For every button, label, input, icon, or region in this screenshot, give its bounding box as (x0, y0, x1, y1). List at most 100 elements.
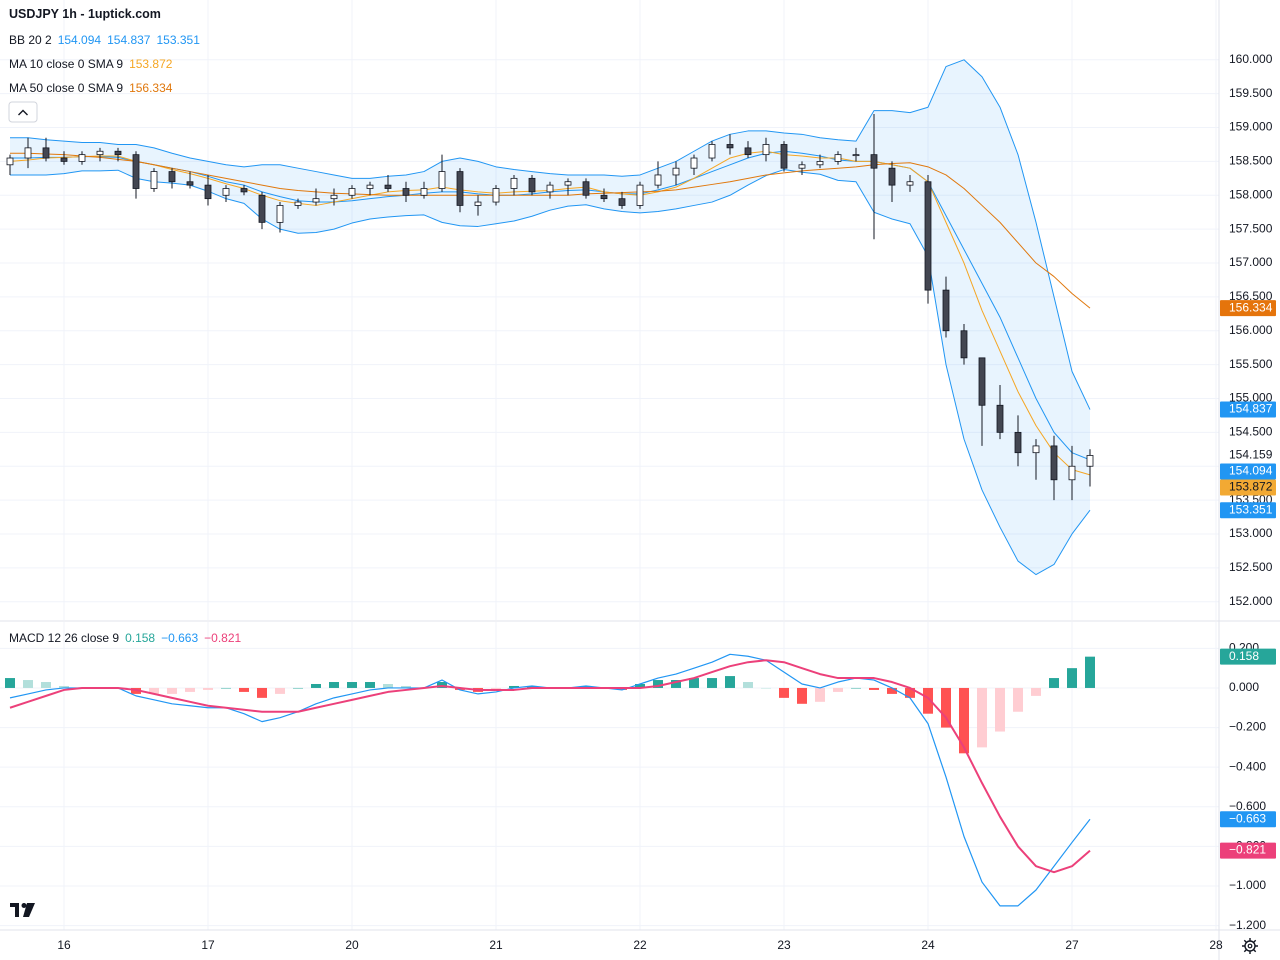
candle-body (582, 181, 590, 196)
y-tick-label: −0.600 (1229, 799, 1266, 813)
histogram-bar (5, 678, 15, 688)
x-tick-label: 21 (489, 938, 503, 952)
candle-body (960, 330, 968, 359)
y-tick-label: −1.000 (1229, 878, 1266, 892)
histogram-bar (689, 678, 699, 688)
histogram-bar (59, 685, 69, 688)
candle-body (222, 188, 230, 196)
histogram-bar (329, 682, 339, 688)
price-labels: 156.334 154.837 154.159 154.094 153.872 153.3… (1220, 300, 1276, 859)
y-tick-label: 156.500 (1229, 289, 1273, 303)
candle-body (870, 154, 878, 169)
y-tick-label: −0.200 (1229, 720, 1266, 734)
y-tick-label: 159.500 (1229, 86, 1273, 100)
histogram-bar (671, 680, 681, 688)
y-tick-label: 158.000 (1229, 187, 1273, 201)
price-label-box (1220, 463, 1276, 480)
candle-body (996, 404, 1004, 433)
candle-body (780, 144, 788, 169)
legend-value: −0.663 (161, 631, 199, 645)
histogram-bar (509, 685, 519, 688)
candle-body (1050, 445, 1058, 481)
x-tick-label: 16 (57, 938, 71, 952)
candle-body (330, 194, 338, 200)
histogram-bar (221, 687, 231, 689)
candle-body (906, 181, 914, 186)
histogram-bar (365, 682, 375, 688)
candle-body (834, 154, 842, 162)
candle-body (546, 184, 554, 193)
histogram-bar (923, 687, 933, 714)
legend-value: −0.821 (204, 631, 242, 645)
legend-name: MACD 12 26 close 9 (9, 631, 120, 645)
settings-button[interactable] (1242, 938, 1258, 954)
candle-body (420, 188, 428, 196)
candle-body (1014, 431, 1022, 454)
histogram-bar (779, 687, 789, 698)
candle-body (186, 181, 194, 186)
histogram-bar (257, 687, 267, 698)
price-label-box (1220, 300, 1276, 317)
candle-body (672, 167, 680, 176)
candle-body (24, 147, 32, 159)
x-tick-label: 27 (1065, 938, 1079, 952)
y-tick-label: 158.500 (1229, 154, 1273, 168)
histogram-bar (995, 687, 1005, 732)
price-label-box (1220, 401, 1276, 418)
price-pane (6, 59, 1094, 576)
y-tick-label: 154.500 (1229, 425, 1273, 439)
candle-body (852, 154, 860, 157)
histogram-bar (743, 682, 753, 688)
candle-body (6, 157, 14, 166)
candle-body (708, 144, 716, 159)
y-tick-label: 152.500 (1229, 560, 1273, 574)
candle-body (114, 150, 122, 156)
x-tick-label: 17 (201, 938, 215, 952)
signal-line (9, 659, 1091, 874)
candle-body (1068, 465, 1076, 481)
histogram-bar (959, 687, 969, 754)
histogram-bar (401, 685, 411, 688)
candle-body (438, 171, 446, 189)
candle-body (636, 184, 644, 206)
price-label-box (1220, 479, 1276, 496)
candle-body (798, 164, 806, 169)
candle-body (492, 188, 500, 203)
candle-body (60, 157, 68, 162)
candle-body (384, 184, 392, 189)
legend-value: 156.334 (129, 81, 173, 95)
candle-body (132, 154, 140, 189)
histogram-bar (905, 687, 915, 698)
price-label: 154.159 (1229, 448, 1273, 462)
histogram-bar (1049, 678, 1059, 688)
price-label: 154.837 (1229, 402, 1273, 416)
candle-body (528, 177, 536, 193)
candle-body (654, 174, 662, 186)
y-tick-label: 157.000 (1229, 255, 1273, 269)
candle-body (168, 171, 176, 183)
histogram-bar (887, 687, 897, 694)
collapse-button[interactable] (8, 101, 38, 123)
macd-legend: MACD 12 26 close 9 0.158 −0.663 −0.821 (9, 630, 247, 646)
x-tick-label: 20 (345, 938, 359, 952)
histogram-bar (239, 687, 249, 692)
histogram-bar (851, 687, 861, 689)
legend-value: 154.094 (57, 33, 102, 47)
candle-body (816, 161, 824, 166)
histogram-bar (869, 687, 879, 690)
candle-body (348, 188, 356, 196)
legend-value: 154.837 (107, 33, 151, 47)
candle-body (294, 201, 302, 206)
macd-pane (5, 653, 1095, 907)
price-label: 156.334 (1229, 300, 1273, 314)
price-label-box (1220, 811, 1276, 828)
candle-body (312, 198, 320, 203)
legend-value: 0.158 (125, 631, 156, 645)
y-tick-label: 157.500 (1229, 221, 1273, 235)
candle-body (1032, 445, 1040, 454)
legend-value: 153.351 (156, 33, 200, 47)
chart-title: USDJPY 1h - 1uptick.com (9, 7, 161, 21)
y-tick-label: 155.500 (1229, 357, 1273, 371)
y-tick-label: 0.000 (1229, 680, 1259, 694)
